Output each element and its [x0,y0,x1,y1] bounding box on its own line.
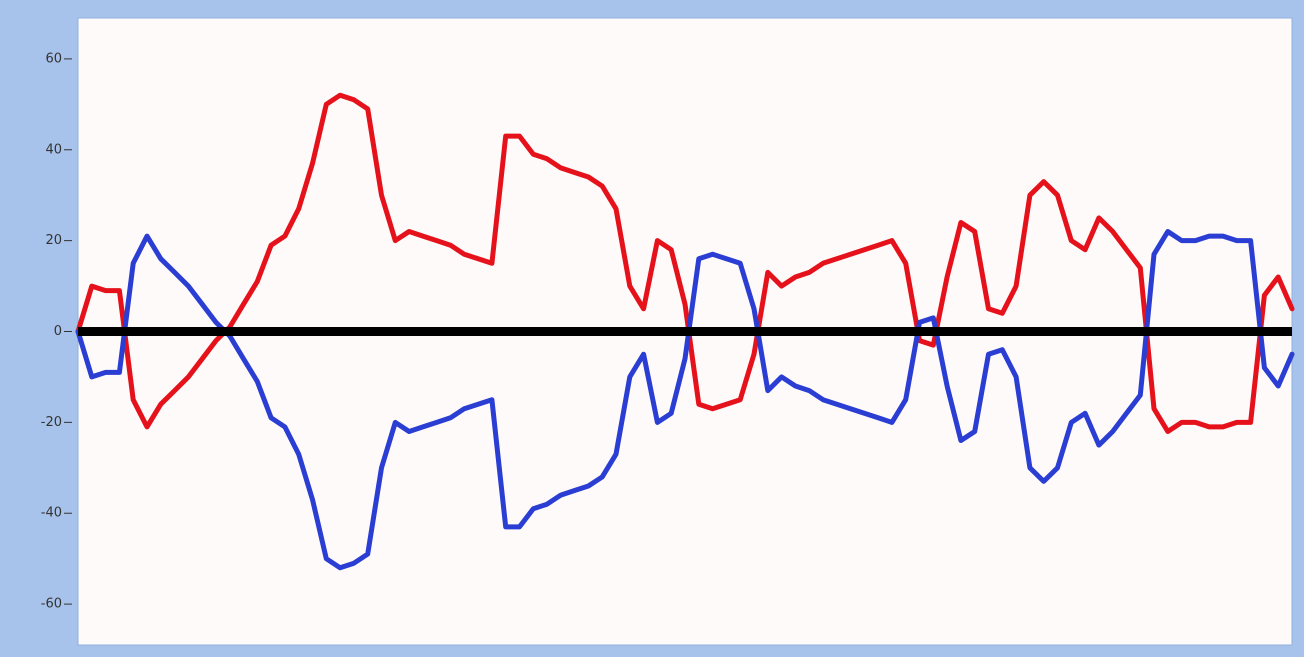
y-tick-label: 20 [45,233,62,248]
y-tick-label: -40 [41,506,62,521]
y-tick-label: 40 [45,142,62,157]
series-line [75,92,1295,434]
series-line [75,229,1295,571]
y-tick-label: 0 [54,324,62,339]
y-tick-label: -60 [41,597,62,612]
y-tick-label: -20 [41,415,62,430]
y-tick-label: 60 [45,51,62,66]
